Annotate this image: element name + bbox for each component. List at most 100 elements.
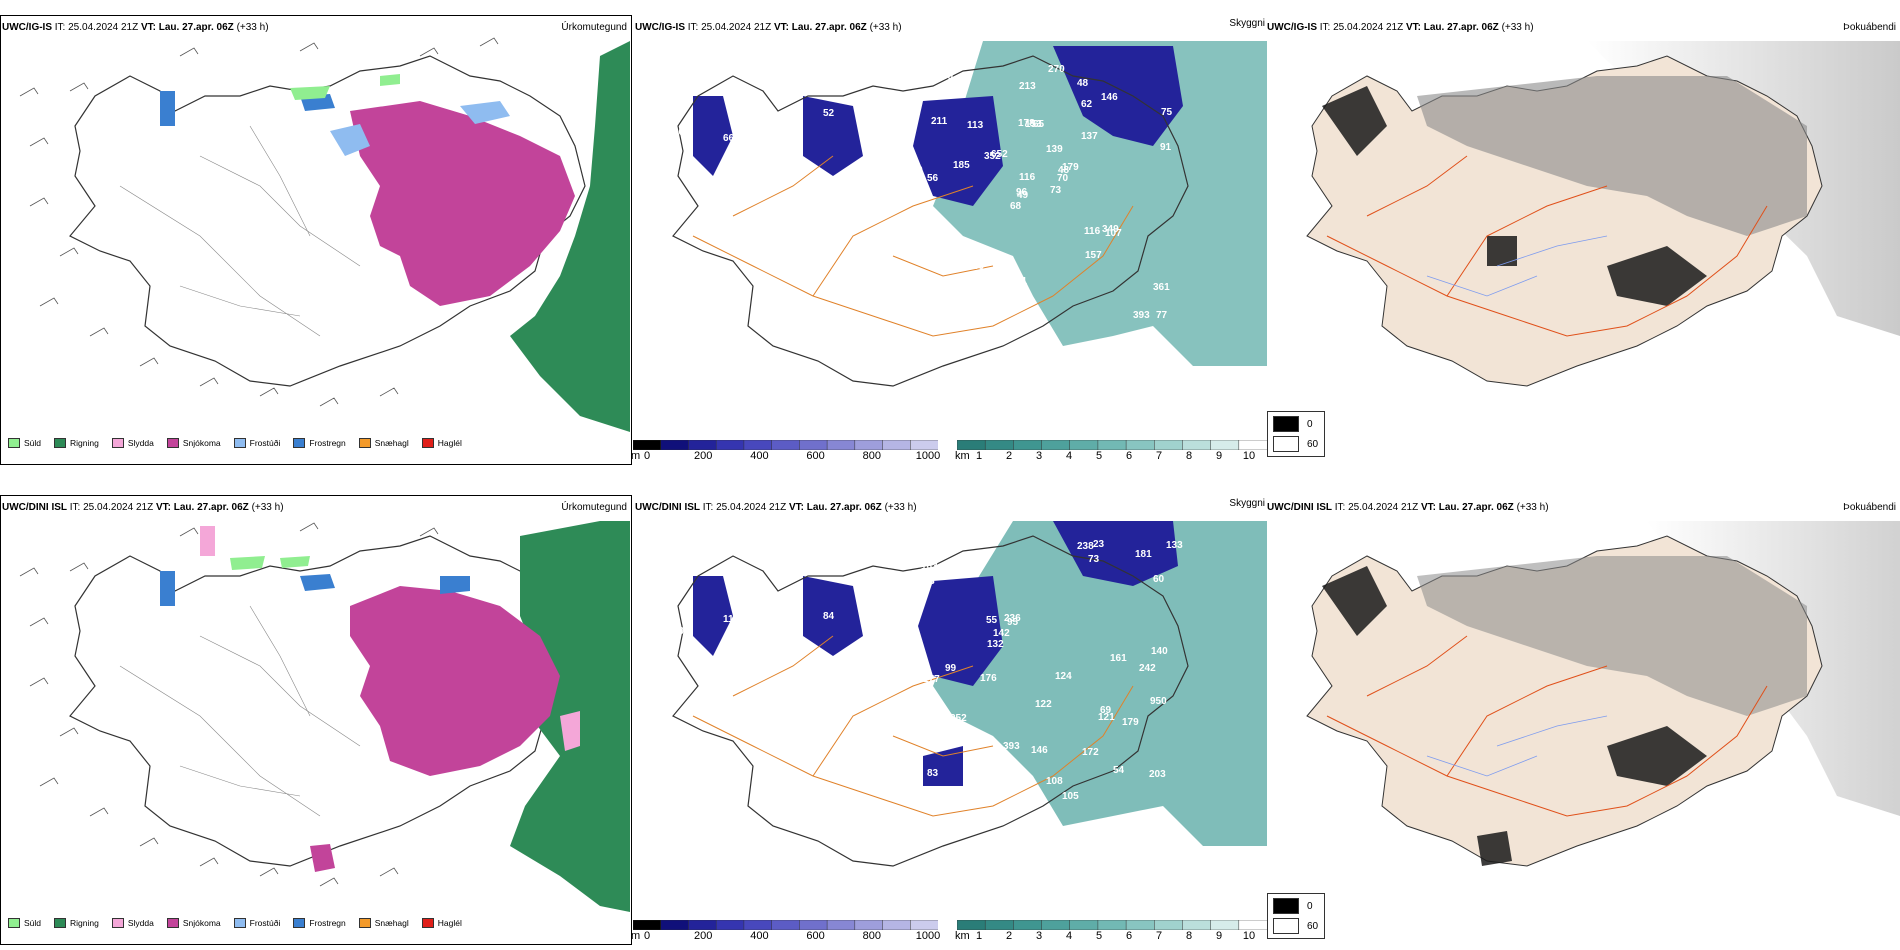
road-network — [119, 605, 361, 817]
row2-precip-header: UWC/DINI ISL IT: 25.04.2024 21Z VT: Lau.… — [2, 502, 284, 513]
colorbar-unit: m — [631, 930, 641, 942]
rigning-area — [510, 41, 630, 432]
colorbar-tick: 800 — [862, 450, 881, 462]
colorbar-swatch — [910, 919, 939, 931]
colorbar-swatch — [771, 919, 801, 931]
colorbar-swatch — [984, 919, 1015, 931]
row2-visibility-header: UWC/DINI ISL IT: 25.04.2024 21Z VT: Lau.… — [635, 502, 917, 513]
visibility-value-label: 96 — [1016, 187, 1028, 198]
colorbar-swatch — [1069, 919, 1099, 931]
row1-fog-title: Þokuábendi — [1843, 22, 1896, 33]
visibility-value-label: 181 — [1135, 549, 1152, 560]
colorbar-tick: 600 — [806, 930, 825, 942]
colorbar-swatch — [1182, 439, 1212, 451]
visibility-value-label: 349 — [1102, 224, 1119, 235]
colorbar-swatch — [1154, 919, 1184, 931]
row1-precip-panel: UWC/IG-IS IT: 25.04.2024 21Z VT: Lau. 27… — [0, 0, 633, 465]
legend-item-rigning: Rigning — [54, 918, 99, 928]
colorbar-tick: 0 — [643, 930, 651, 942]
colorbar-swatch — [799, 439, 828, 451]
colorbar-tick: 400 — [750, 450, 769, 462]
visibility-value-label: 393 — [1133, 310, 1150, 321]
visibility-value-label: 176 — [980, 673, 997, 684]
precip-legend: Súld Rigning Slydda Snjókoma Frostúði Fr… — [8, 918, 475, 928]
row2-visibility-title: Skyggni — [1229, 498, 1265, 509]
visibility-value-label: 178 — [1018, 118, 1035, 129]
visibility-value-label: 144 — [936, 259, 953, 270]
colorbar-swatch — [1097, 919, 1127, 931]
legend-item-suld: Súld — [8, 918, 41, 928]
visibility-value-label: 137 — [1081, 131, 1098, 142]
visibility-value-label: 163 — [921, 561, 938, 572]
row1-fog-panel: UWC/IG-IS IT: 25.04.2024 21Z VT: Lau. 27… — [1267, 0, 1900, 465]
colorbar-swatch — [956, 919, 986, 931]
colorbar-swatch — [1013, 439, 1043, 451]
colorbar-tick: 4 — [1065, 930, 1073, 942]
colorbar-swatch — [956, 439, 986, 451]
row1-visibility-header: UWC/IG-IS IT: 25.04.2024 21Z VT: Lau. 27… — [635, 22, 902, 33]
visibility-value-label: 116 — [1084, 226, 1101, 237]
legend-item-haglel: Haglél — [421, 438, 462, 448]
visibility-value-label: 161 — [1110, 653, 1127, 664]
row1-precip-header: UWC/IG-IS IT: 25.04.2024 21Z VT: Lau. 27… — [2, 22, 269, 33]
colorbar-swatch — [1238, 439, 1268, 451]
visibility-km-colorbar: km 1 2 3 4 5 6 7 8 9 10 — [955, 917, 1268, 942]
colorbar-swatch — [771, 439, 801, 451]
visibility-value-label: 108 — [1046, 776, 1063, 787]
colorbar-swatch — [882, 919, 912, 931]
colorbar-tick: 800 — [862, 930, 881, 942]
legend-item-slydda: Slydda — [111, 918, 154, 928]
visibility-value-label: 270 — [1048, 64, 1065, 75]
colorbar-tick: 7 — [1155, 930, 1163, 942]
legend-item-snjokoma: Snjókoma — [166, 438, 221, 448]
colorbar-swatch — [1097, 439, 1127, 451]
visibility-value-label: 142 — [993, 628, 1010, 639]
visibility-value-label: 49 — [1017, 190, 1029, 201]
iceland-coastline — [672, 535, 1189, 867]
visibility-value-label: 56 — [927, 173, 939, 184]
visibility-value-label: 99 — [945, 663, 957, 674]
visibility-value-label: 75 — [1161, 107, 1173, 118]
visibility-value-label: 82 — [959, 562, 971, 573]
suld-area — [290, 74, 400, 100]
snjokoma-south — [310, 844, 335, 872]
colorbar-swatch — [910, 439, 939, 451]
colorbar-tick: 3 — [1035, 450, 1043, 462]
visibility-value-label: 105 — [1062, 791, 1079, 802]
visibility-value-label: 77 — [1156, 310, 1168, 321]
precip-frame — [0, 495, 632, 945]
visibility-value-label: 111 — [723, 614, 739, 625]
row1-precip-title: Úrkomutegund — [561, 22, 627, 33]
fog-legend-item-60: 60 — [1273, 436, 1319, 452]
colorbar-unit: km — [955, 930, 970, 942]
visibility-value-label: 113 — [967, 120, 984, 131]
row1-visibility-title: Skyggni — [1229, 18, 1265, 29]
colorbar-swatch — [854, 439, 884, 451]
visibility-value-label: 62 — [1081, 99, 1093, 110]
visibility-value-label: 153 — [1025, 119, 1042, 130]
fog-legend-item-0: 0 — [1273, 416, 1319, 432]
colorbar-swatch — [1210, 439, 1240, 451]
visibility-value-label: 107 — [1105, 228, 1122, 239]
visibility-value-label: 242 — [1139, 663, 1156, 674]
visibility-value-labels: 106 66 81 52 49 51 48 59 48 65 62 73 89 77 56 75 68 137 16… — [673, 64, 1173, 327]
row1-fog-legend: 0 60 — [1267, 411, 1325, 457]
visibility-value-label: 48 — [1077, 78, 1089, 89]
visibility-value-label: 51 — [915, 287, 927, 298]
colorbar-tick: 1000 — [915, 930, 941, 942]
colorbar-tick: 10 — [1242, 930, 1256, 942]
legend-item-haglel: Haglél — [421, 918, 462, 928]
colorbar-swatch — [1041, 919, 1071, 931]
visibility-value-label: 252 — [950, 713, 967, 724]
visibility-value-label: 122 — [1035, 699, 1052, 710]
visibility-value-label: 73 — [1088, 554, 1100, 565]
visibility-value-label: 52 — [823, 108, 835, 119]
row2-visibility-panel: UWC/DINI ISL IT: 25.04.2024 21Z VT: Lau.… — [631, 480, 1268, 945]
visibility-value-label: 76 — [964, 551, 976, 562]
precip-frame — [0, 15, 632, 465]
colorbar-unit: km — [955, 450, 970, 462]
colorbar-tick: 5 — [1095, 450, 1103, 462]
visibility-value-label: 179 — [1122, 717, 1139, 728]
legend-item-frostregn: Frostregn — [293, 918, 346, 928]
visibility-value-label: 100 — [673, 626, 690, 637]
